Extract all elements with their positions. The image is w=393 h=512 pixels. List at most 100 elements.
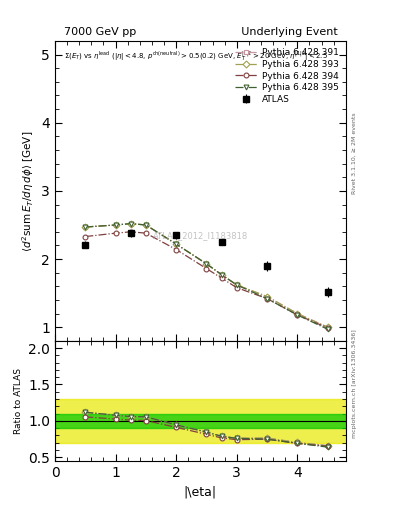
Pythia 6.428 391 (204, 261, 209, 267)
Pythia 6.428 394 (174, 424, 178, 431)
Pythia 6.428 394 (234, 285, 239, 291)
X-axis label: |\eta|: |\eta| (184, 485, 217, 498)
Pythia 6.428 395 (295, 440, 300, 446)
Line: Pythia 6.428 394: Pythia 6.428 394 (83, 414, 330, 449)
Pythia 6.428 393 (234, 282, 239, 288)
Pythia 6.428 395 (129, 221, 133, 227)
Line: Pythia 6.428 393: Pythia 6.428 393 (83, 221, 330, 330)
Pythia 6.428 395 (174, 422, 178, 428)
Pythia 6.428 391 (219, 433, 224, 439)
Pythia 6.428 393 (174, 241, 178, 247)
Pythia 6.428 393 (143, 414, 148, 420)
Line: Pythia 6.428 394: Pythia 6.428 394 (83, 229, 330, 330)
Text: mcplots.cern.ch [arXiv:1306.3436]: mcplots.cern.ch [arXiv:1306.3436] (352, 330, 357, 438)
Pythia 6.428 391 (113, 222, 118, 228)
Pythia 6.428 395 (174, 241, 178, 247)
Pythia 6.428 391 (129, 221, 133, 227)
Pythia 6.428 391 (174, 422, 178, 428)
Line: Pythia 6.428 395: Pythia 6.428 395 (83, 221, 330, 332)
Pythia 6.428 394 (204, 266, 209, 272)
Pythia 6.428 393 (325, 324, 330, 330)
Pythia 6.428 391 (265, 435, 270, 441)
Pythia 6.428 394 (143, 230, 148, 236)
Line: Pythia 6.428 391: Pythia 6.428 391 (83, 410, 330, 448)
Text: $\Sigma(E_T)$ vs $\eta^{\mathrm{lead}}$ ($|\eta|<4.8$, $p^{\mathrm{ch(neutral)}}: $\Sigma(E_T)$ vs $\eta^{\mathrm{lead}}$ … (64, 50, 328, 64)
Pythia 6.428 391 (234, 435, 239, 441)
Pythia 6.428 391 (325, 442, 330, 449)
Line: Pythia 6.428 393: Pythia 6.428 393 (83, 410, 330, 448)
Pythia 6.428 395 (204, 429, 209, 435)
Pythia 6.428 391 (295, 439, 300, 445)
Pythia 6.428 393 (113, 412, 118, 418)
Pythia 6.428 394 (325, 325, 330, 331)
Pythia 6.428 394 (219, 275, 224, 281)
Pythia 6.428 394 (219, 435, 224, 441)
Pythia 6.428 393 (219, 272, 224, 278)
Pythia 6.428 394 (129, 417, 133, 423)
Pythia 6.428 395 (234, 282, 239, 288)
Title: 7000 GeV pp                              Underlying Event: 7000 GeV pp Underlying Event (64, 28, 337, 37)
Pythia 6.428 393 (204, 261, 209, 267)
Pythia 6.428 391 (265, 293, 270, 300)
Pythia 6.428 395 (234, 435, 239, 441)
Y-axis label: Ratio to ATLAS: Ratio to ATLAS (14, 368, 23, 434)
Pythia 6.428 394 (265, 295, 270, 302)
Pythia 6.428 394 (113, 416, 118, 422)
Pythia 6.428 394 (234, 437, 239, 443)
Pythia 6.428 394 (325, 443, 330, 449)
Pythia 6.428 394 (129, 229, 133, 235)
Pythia 6.428 391 (325, 324, 330, 330)
Pythia 6.428 391 (113, 412, 118, 418)
Pythia 6.428 394 (295, 312, 300, 318)
Pythia 6.428 394 (83, 233, 88, 240)
Pythia 6.428 395 (219, 272, 224, 278)
Pythia 6.428 395 (295, 312, 300, 318)
Pythia 6.428 395 (83, 409, 88, 415)
Line: Pythia 6.428 391: Pythia 6.428 391 (83, 221, 330, 330)
Pythia 6.428 393 (129, 414, 133, 420)
Pythia 6.428 395 (265, 295, 270, 302)
Pythia 6.428 395 (325, 326, 330, 332)
Pythia 6.428 391 (234, 282, 239, 288)
Pythia 6.428 393 (174, 422, 178, 428)
Pythia 6.428 391 (219, 272, 224, 278)
Pythia 6.428 395 (129, 414, 133, 420)
Pythia 6.428 394 (174, 246, 178, 252)
Legend: Pythia 6.428 391, Pythia 6.428 393, Pythia 6.428 394, Pythia 6.428 395, ATLAS: Pythia 6.428 391, Pythia 6.428 393, Pyth… (232, 46, 342, 106)
Pythia 6.428 391 (143, 414, 148, 420)
Pythia 6.428 395 (325, 444, 330, 450)
Pythia 6.428 391 (204, 429, 209, 435)
Pythia 6.428 393 (129, 221, 133, 227)
Pythia 6.428 394 (143, 417, 148, 423)
Pythia 6.428 391 (83, 224, 88, 230)
Pythia 6.428 391 (129, 414, 133, 420)
Pythia 6.428 395 (265, 436, 270, 442)
Pythia 6.428 391 (174, 241, 178, 247)
Pythia 6.428 395 (143, 222, 148, 228)
Pythia 6.428 391 (295, 310, 300, 316)
Y-axis label: $\langle d^2\mathrm{sum}\,E_T / d\eta\,d\phi \rangle$ [GeV]: $\langle d^2\mathrm{sum}\,E_T / d\eta\,d… (20, 130, 36, 251)
Pythia 6.428 394 (113, 230, 118, 236)
Pythia 6.428 395 (83, 224, 88, 230)
Pythia 6.428 393 (295, 439, 300, 445)
Text: Rivet 3.1.10, ≥ 2M events: Rivet 3.1.10, ≥ 2M events (352, 113, 357, 195)
Pythia 6.428 393 (113, 222, 118, 228)
Pythia 6.428 395 (204, 261, 209, 267)
Pythia 6.428 393 (265, 435, 270, 441)
Line: Pythia 6.428 395: Pythia 6.428 395 (83, 410, 330, 450)
Pythia 6.428 394 (295, 440, 300, 446)
Pythia 6.428 394 (265, 436, 270, 442)
Pythia 6.428 395 (143, 414, 148, 420)
Pythia 6.428 393 (83, 224, 88, 230)
Pythia 6.428 393 (295, 310, 300, 316)
Pythia 6.428 393 (83, 409, 88, 415)
Pythia 6.428 395 (219, 433, 224, 439)
Pythia 6.428 393 (143, 222, 148, 228)
Pythia 6.428 394 (204, 431, 209, 437)
Pythia 6.428 391 (83, 409, 88, 415)
Pythia 6.428 395 (113, 222, 118, 228)
Pythia 6.428 393 (234, 435, 239, 441)
Pythia 6.428 393 (204, 429, 209, 435)
Pythia 6.428 393 (265, 293, 270, 300)
Pythia 6.428 395 (113, 412, 118, 418)
